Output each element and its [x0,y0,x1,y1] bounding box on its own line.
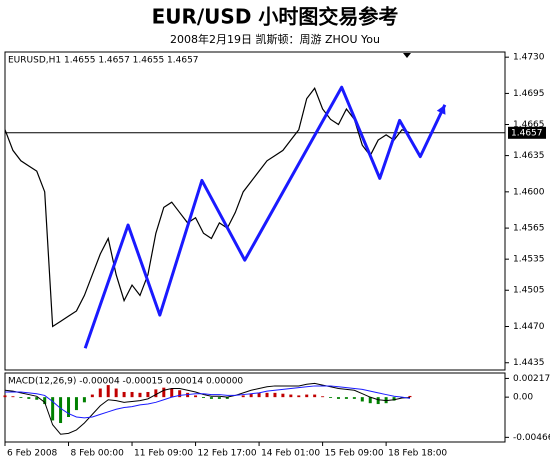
y-tick-label: 1.4470 [513,322,545,332]
y-tick-label: -0.00466 [513,433,550,443]
y-tick-label: 0.00217 [513,374,550,384]
y-tick-label: 0.00 [513,393,533,403]
chart-title: EUR/USD 小时图交易参考 [152,5,399,29]
signal-line [5,385,411,419]
current-price-box [508,126,546,139]
current-price-label: 1.4657 [511,128,543,138]
macd-panel [4,372,506,443]
price-header: EURUSD,H1 1.4655 1.4657 1.4655 1.4657 [8,56,199,66]
y-tick-label: 1.4435 [513,358,545,368]
shift-marker [403,53,411,58]
macd-line [4,382,410,435]
price-panel [4,51,506,371]
zigzag-line [83,85,447,349]
x-tick-label: 11 Feb 09:00 [134,449,193,459]
x-tick-label: 15 Feb 09:00 [325,449,384,459]
chart-subtitle: 2008年2月19日 凯斯顿：周游 ZHOU You [170,32,380,46]
price-line [4,87,411,328]
x-tick-label: 8 Feb 00:00 [71,449,125,459]
y-tick-label: 1.4730 [513,53,545,63]
y-tick-label: 1.4635 [513,151,545,161]
y-tick-label: 1.4505 [513,286,545,296]
x-tick-label: 14 Feb 01:00 [261,449,320,459]
x-tick-label: 18 Feb 18:00 [388,449,447,459]
y-tick-label: 1.4695 [513,89,545,99]
y-tick-label: 1.4535 [513,255,545,265]
x-tick-label: 12 Feb 17:00 [198,449,257,459]
y-tick-label: 1.4665 [513,120,545,130]
y-tick-label: 1.4565 [513,224,545,234]
zigzag-arrowhead [436,104,446,115]
y-tick-label: 1.4600 [513,187,545,197]
macd-header: MACD(12,26,9) -0.00004 -0.00015 0.00014 … [8,377,243,387]
x-tick-label: 6 Feb 2008 [7,449,58,459]
